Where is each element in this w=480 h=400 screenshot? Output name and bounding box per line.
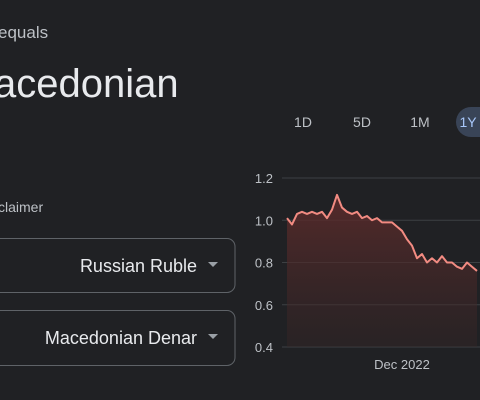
range-selected-bg	[456, 107, 480, 137]
y-tick-label: 0.4	[255, 340, 273, 355]
to-currency[interactable]: Macedonian Denar	[45, 328, 197, 348]
range-button[interactable]: 1M	[410, 114, 429, 130]
area	[287, 194, 477, 347]
dropdown-arrow	[208, 334, 218, 339]
line	[286, 193, 478, 272]
x-tick-label: Dec 2022	[374, 357, 430, 372]
title: acedonian	[0, 62, 179, 106]
range-button[interactable]: 1Y	[459, 114, 477, 130]
range-button[interactable]: 5D	[353, 114, 371, 130]
y-tick-label: 0.8	[255, 256, 273, 271]
y-tick-label: 1.2	[255, 171, 273, 186]
to-select[interactable]	[0, 310, 236, 366]
y-tick-label: 1.0	[255, 213, 273, 228]
from-select[interactable]	[0, 238, 236, 293]
range-buttons: 1D 5D 1M 1Y	[294, 107, 480, 137]
dropdown-arrow	[208, 262, 218, 267]
subtitle: equals	[0, 23, 48, 42]
y-tick-label: 0.6	[255, 298, 273, 313]
chart: 0.4 0.6 0.8 1.0 1.2 Dec 2022	[255, 171, 480, 372]
range-button[interactable]: 1D	[294, 114, 312, 130]
from-currency[interactable]: Russian Ruble	[80, 256, 197, 276]
disclaimer[interactable]: claimer	[0, 199, 43, 215]
